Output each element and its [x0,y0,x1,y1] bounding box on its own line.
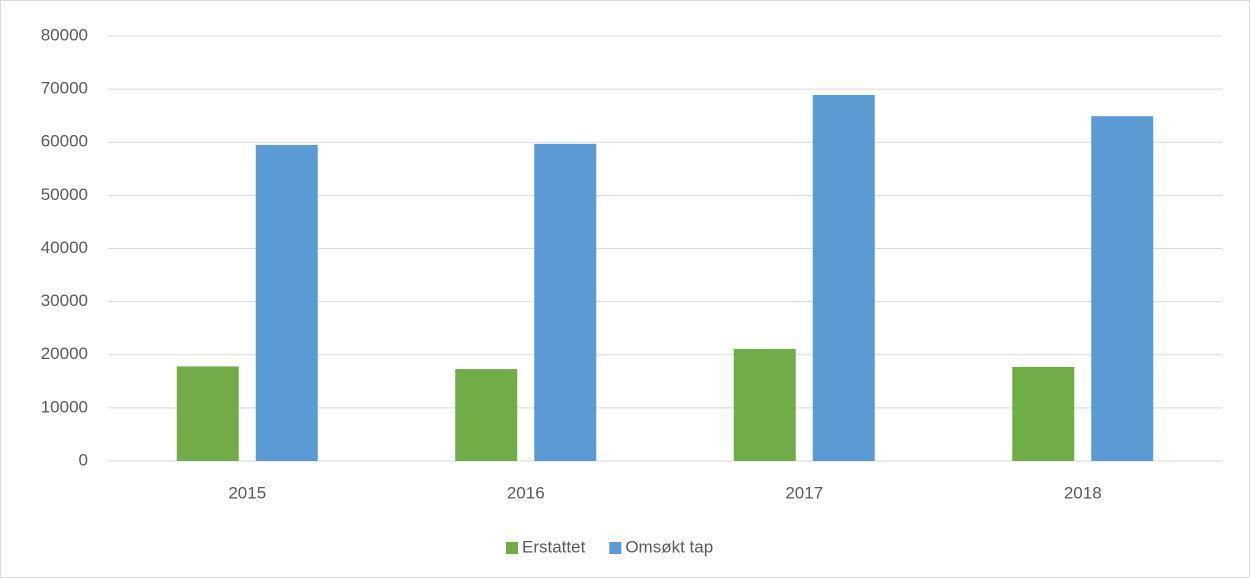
y-tick-label: 80000 [41,25,88,44]
legend-swatch [506,542,518,554]
bar [1012,366,1075,461]
legend-swatch [609,542,622,554]
bar [255,144,318,461]
bar [455,369,518,461]
x-tick-label: 2017 [785,483,823,502]
bar [1091,116,1154,461]
bar [812,94,875,461]
bar [733,348,796,461]
x-tick-label: 2015 [228,483,266,502]
y-tick-label: 50000 [41,185,88,204]
y-tick-label: 40000 [41,238,88,257]
y-tick-label: 20000 [41,344,88,363]
x-tick-label: 2018 [1064,483,1102,502]
y-tick-label: 70000 [41,79,88,98]
y-tick-label: 0 [79,450,88,469]
bar [176,366,239,461]
bar [534,143,597,461]
x-tick-label: 2016 [507,483,545,502]
y-tick-label: 10000 [41,397,88,416]
y-tick-label: 60000 [41,132,88,151]
legend-label: Erstattet [522,537,586,556]
y-tick-label: 30000 [41,291,88,310]
legend-label: Omsøkt tap [625,537,713,556]
